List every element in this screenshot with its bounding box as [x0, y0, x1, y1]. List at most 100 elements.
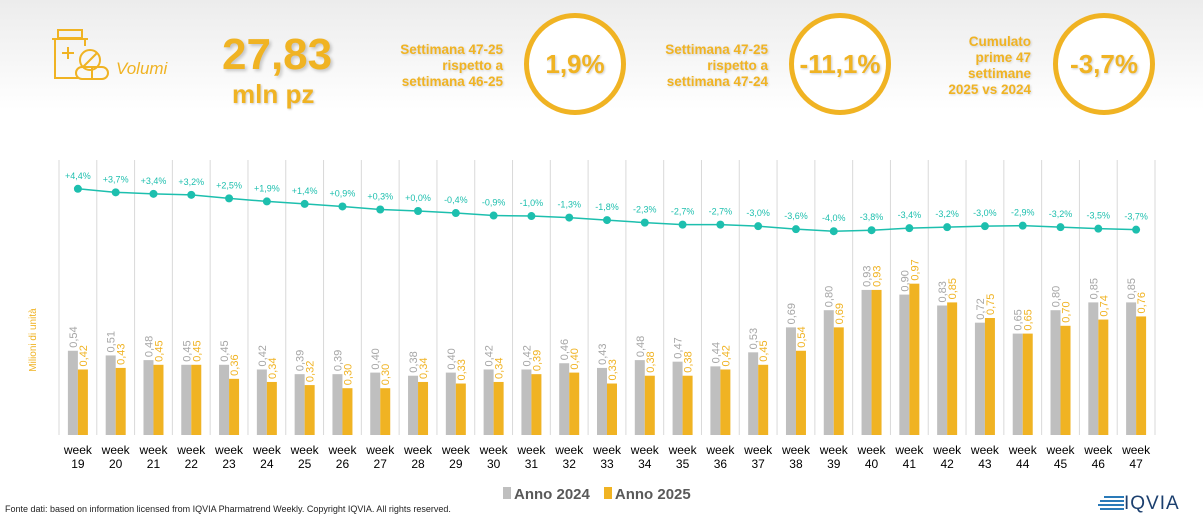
bar-2025	[531, 374, 542, 435]
bar-2025	[909, 283, 920, 435]
x-tick-label: week	[705, 443, 735, 457]
bar-2024	[521, 369, 532, 435]
x-tick-label: week	[743, 443, 773, 457]
line-point	[1094, 224, 1103, 233]
bar-label: 0,44	[710, 342, 722, 363]
x-tick-label: 37	[751, 457, 765, 470]
bar-label: 0,30	[380, 364, 392, 385]
bar-2024	[710, 366, 721, 435]
x-tick-label: week	[630, 443, 660, 457]
bar-label: 0,39	[531, 350, 543, 371]
category-label: Volumi	[116, 59, 168, 78]
bar-label: 0,47	[673, 337, 685, 358]
line-label: -1,8%	[595, 202, 619, 212]
bar-2024	[219, 364, 230, 435]
bar-2024	[181, 364, 192, 435]
bar-2024	[1012, 333, 1023, 435]
bar-2025	[795, 350, 806, 435]
bar-2024	[294, 374, 305, 435]
x-tick-label: week	[932, 443, 962, 457]
line-label: -3,7%	[1124, 212, 1148, 222]
x-tick-label: week	[290, 443, 320, 457]
x-tick-label: 24	[260, 457, 274, 470]
legend-swatch	[503, 487, 511, 499]
bar-label: 0,54	[68, 326, 80, 347]
bar-label: 0,38	[645, 351, 657, 372]
line-point	[716, 220, 725, 229]
line-point	[149, 189, 158, 198]
bar-label: 0,45	[191, 340, 203, 361]
line-label: -3,4%	[898, 210, 922, 220]
x-tick-label: week	[668, 443, 698, 457]
bar-2024	[974, 322, 985, 435]
x-tick-label: week	[781, 443, 811, 457]
x-tick-label: 33	[600, 457, 614, 470]
bar-2025	[418, 381, 429, 435]
bar-2024	[1050, 310, 1061, 435]
bar-label: 0,93	[872, 265, 884, 286]
bar-label: 0,70	[1061, 301, 1073, 322]
legend-item-2024: Anno 2024	[503, 486, 590, 503]
line-label: +1,4%	[292, 186, 318, 196]
line-point	[73, 184, 82, 193]
line-point	[1018, 221, 1027, 230]
line-point	[338, 202, 347, 211]
line-point	[640, 218, 649, 227]
legend-swatch	[603, 487, 612, 499]
bar-label: 0,69	[834, 303, 846, 324]
kpi-1-circle: 1,9%	[524, 13, 626, 115]
bar-2025	[833, 327, 844, 435]
line-point	[905, 224, 914, 233]
bar-2025	[682, 375, 693, 435]
x-tick-label: 46	[1092, 457, 1106, 470]
x-tick-label: 40	[865, 457, 879, 470]
bar-2025	[153, 364, 164, 435]
x-tick-label: 45	[1054, 457, 1068, 470]
bar-label: 0,45	[219, 340, 231, 361]
x-tick-label: week	[516, 443, 546, 457]
bar-label: 0,75	[985, 294, 997, 315]
line-label: -3,8%	[860, 212, 884, 222]
line-point	[1132, 225, 1141, 234]
x-tick-label: 47	[1129, 457, 1143, 470]
bar-label: 0,30	[342, 364, 354, 385]
line-label: -2,3%	[633, 205, 657, 215]
line-point	[678, 220, 687, 229]
line-label: -2,7%	[671, 207, 695, 217]
bar-2024	[634, 360, 645, 435]
kpi-label-line: 2025 vs 2024	[948, 82, 1031, 97]
x-tick-label: week	[554, 443, 584, 457]
kpi-label-line: Settimana 47-25	[665, 42, 768, 57]
bar-label: 0,76	[1136, 292, 1148, 313]
bar-2024	[785, 327, 796, 435]
bar-label: 0,43	[597, 343, 609, 364]
bar-label: 0,33	[456, 359, 468, 380]
bar-2025	[191, 364, 202, 435]
line-point	[527, 212, 536, 221]
line-point	[414, 207, 423, 215]
x-tick-label: 23	[222, 457, 236, 470]
total-unit: mln pz	[232, 79, 315, 109]
bar-label: 0,34	[418, 358, 430, 379]
legend-item-2025: Anno 2025	[603, 486, 691, 503]
x-tick-label: week	[214, 443, 244, 457]
bar-label: 0,54	[796, 326, 808, 347]
bar-2024	[143, 360, 154, 435]
bar-2024	[483, 369, 494, 435]
bar-label: 0,38	[683, 351, 695, 372]
x-tick-label: 30	[487, 457, 501, 470]
y-axis-label: Milioni di unità	[28, 308, 39, 372]
bar-label: 0,48	[143, 336, 155, 357]
bar-2025	[1136, 316, 1147, 435]
x-tick-label: 27	[374, 457, 388, 470]
bar-2025	[342, 388, 353, 435]
line-point	[943, 223, 952, 232]
bar-label: 0,43	[116, 343, 128, 364]
line-label: +3,4%	[141, 176, 167, 186]
line-label: +3,2%	[178, 177, 204, 187]
bar-2025	[380, 388, 391, 435]
bar-label: 0,72	[975, 298, 987, 319]
x-tick-label: 38	[789, 457, 803, 470]
bar-2024	[823, 310, 834, 435]
bar-label: 0,85	[1126, 278, 1138, 299]
